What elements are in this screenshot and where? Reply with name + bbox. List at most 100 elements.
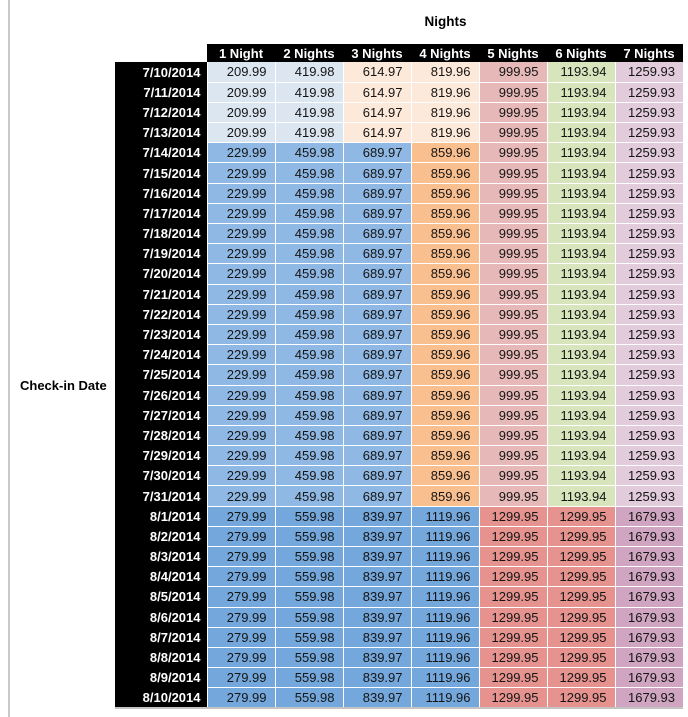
price-cell: 209.99 bbox=[206, 101, 275, 123]
price-cell: 559.98 bbox=[274, 525, 343, 547]
row-header-date: 7/10/2014 bbox=[115, 62, 207, 83]
price-cell: 1259.93 bbox=[614, 243, 683, 264]
price-cell: 614.97 bbox=[342, 101, 411, 123]
price-cell: 1299.95 bbox=[478, 525, 547, 547]
price-cell: 229.99 bbox=[206, 263, 275, 285]
row-header-date: 8/1/2014 bbox=[115, 506, 207, 527]
price-cell: 1193.94 bbox=[546, 81, 615, 103]
price-cell: 229.99 bbox=[206, 243, 275, 264]
row-header-date: 8/4/2014 bbox=[115, 566, 207, 587]
row-header-date: 8/5/2014 bbox=[115, 586, 207, 608]
price-cell: 614.97 bbox=[342, 122, 411, 143]
price-cell: 229.99 bbox=[206, 323, 275, 345]
table-row: 7/20/2014 229.99 459.98 689.97 859.96 999.95 1… bbox=[115, 263, 683, 285]
table-row: 7/12/2014 209.99 419.98 614.97 819.96 999.95 1… bbox=[115, 101, 683, 123]
row-header-date: 7/27/2014 bbox=[115, 405, 207, 426]
price-cell: 689.97 bbox=[342, 364, 411, 385]
table-row: 7/17/2014 229.99 459.98 689.97 859.96 999.95 1… bbox=[115, 202, 683, 224]
table-row: 8/5/2014 279.99 559.98 839.97 1119.96 1299.95… bbox=[115, 586, 683, 608]
price-cell: 559.98 bbox=[274, 566, 343, 587]
price-cell: 1259.93 bbox=[614, 263, 683, 285]
table-row: 7/15/2014 229.99 459.98 689.97 859.96 999.95 1… bbox=[115, 162, 683, 184]
table-row: 7/19/2014 229.99 459.98 689.97 859.96 999.95 1… bbox=[115, 243, 683, 264]
price-cell: 459.98 bbox=[274, 384, 343, 406]
row-header-date: 7/12/2014 bbox=[115, 102, 207, 123]
table-row: 8/3/2014 279.99 559.98 839.97 1119.96 1299.95… bbox=[115, 545, 683, 567]
price-cell: 1299.95 bbox=[478, 586, 547, 608]
price-cell: 689.97 bbox=[342, 202, 411, 224]
price-cell: 689.97 bbox=[342, 222, 411, 244]
price-cell: 459.98 bbox=[274, 283, 343, 305]
price-cell: 1119.96 bbox=[410, 505, 479, 527]
price-cell: 999.95 bbox=[478, 364, 547, 385]
row-header-date: 7/29/2014 bbox=[115, 445, 207, 466]
price-cell: 279.99 bbox=[206, 566, 275, 587]
price-cell: 1299.95 bbox=[546, 687, 615, 708]
table-row: 7/16/2014 229.99 459.98 689.97 859.96 999.95 1… bbox=[115, 182, 683, 204]
price-cell: 819.96 bbox=[410, 62, 479, 83]
price-cell: 1259.93 bbox=[614, 283, 683, 305]
price-cell: 839.97 bbox=[342, 505, 411, 527]
column-header: 5 Nights bbox=[479, 44, 547, 62]
price-cell: 859.96 bbox=[410, 485, 479, 507]
price-cell: 1259.93 bbox=[614, 303, 683, 325]
table-row: 7/23/2014 229.99 459.98 689.97 859.96 999.95 1… bbox=[115, 323, 683, 345]
price-cell: 229.99 bbox=[206, 162, 275, 184]
price-cell: 999.95 bbox=[478, 424, 547, 446]
price-cell: 614.97 bbox=[342, 62, 411, 83]
price-cell: 1259.93 bbox=[614, 81, 683, 103]
price-cell: 999.95 bbox=[478, 62, 547, 83]
price-cell: 1259.93 bbox=[614, 142, 683, 163]
price-cell: 229.99 bbox=[206, 445, 275, 466]
table-row: 8/7/2014 279.99 559.98 839.97 1119.96 1299.95… bbox=[115, 626, 683, 648]
price-cell: 1679.93 bbox=[614, 646, 683, 668]
table-row: 8/1/2014 279.99 559.98 839.97 1119.96 1299.95… bbox=[115, 505, 683, 527]
price-cell: 999.95 bbox=[478, 344, 547, 365]
table-row: 7/26/2014 229.99 459.98 689.97 859.96 999.95 1… bbox=[115, 384, 683, 406]
price-cell: 999.95 bbox=[478, 445, 547, 466]
row-header-date: 8/2/2014 bbox=[115, 526, 207, 547]
price-cell: 229.99 bbox=[206, 142, 275, 163]
price-cell: 1193.94 bbox=[546, 243, 615, 264]
table-row: 8/4/2014 279.99 559.98 839.97 1119.96 1299.95… bbox=[115, 566, 683, 587]
price-cell: 459.98 bbox=[274, 364, 343, 385]
table-row: 7/28/2014 229.99 459.98 689.97 859.96 999.95 1… bbox=[115, 424, 683, 446]
price-cell: 1259.93 bbox=[614, 162, 683, 184]
price-cell: 559.98 bbox=[274, 667, 343, 688]
price-cell: 819.96 bbox=[410, 122, 479, 143]
price-cell: 419.98 bbox=[274, 81, 343, 103]
price-cell: 999.95 bbox=[478, 404, 547, 426]
price-cell: 279.99 bbox=[206, 646, 275, 668]
table-row: 7/11/2014 209.99 419.98 614.97 819.96 999.95 1… bbox=[115, 81, 683, 103]
price-cell: 1679.93 bbox=[614, 545, 683, 567]
price-cell: 459.98 bbox=[274, 142, 343, 163]
price-cell: 1259.93 bbox=[614, 364, 683, 385]
price-cell: 559.98 bbox=[274, 505, 343, 527]
column-header: 7 Nights bbox=[615, 44, 683, 62]
price-cell: 839.97 bbox=[342, 545, 411, 567]
price-cell: 999.95 bbox=[478, 263, 547, 285]
price-cell: 279.99 bbox=[206, 626, 275, 648]
price-cell: 689.97 bbox=[342, 485, 411, 507]
row-header-date: 7/31/2014 bbox=[115, 485, 207, 507]
price-cell: 1299.95 bbox=[546, 606, 615, 628]
row-header-date: 7/25/2014 bbox=[115, 364, 207, 385]
column-header-row: 1 Night 2 Nights 3 Nights 4 Nights 5 Nights 6… bbox=[115, 44, 683, 62]
row-header-date: 8/10/2014 bbox=[115, 687, 207, 708]
price-cell: 1259.93 bbox=[614, 404, 683, 426]
table-row: 7/14/2014 229.99 459.98 689.97 859.96 999.95 1… bbox=[115, 142, 683, 163]
price-cell: 1259.93 bbox=[614, 222, 683, 244]
row-header-date: 8/8/2014 bbox=[115, 647, 207, 668]
row-header-date: 7/17/2014 bbox=[115, 203, 207, 224]
price-cell: 1193.94 bbox=[546, 62, 615, 83]
price-cell: 459.98 bbox=[274, 182, 343, 204]
row-header-date: 7/23/2014 bbox=[115, 324, 207, 345]
price-cell: 689.97 bbox=[342, 465, 411, 486]
price-cell: 1259.93 bbox=[614, 62, 683, 83]
price-cell: 1193.94 bbox=[546, 485, 615, 507]
row-header-date: 7/11/2014 bbox=[115, 82, 207, 103]
price-cell: 839.97 bbox=[342, 687, 411, 708]
price-cell: 419.98 bbox=[274, 122, 343, 143]
price-cell: 1193.94 bbox=[546, 182, 615, 204]
price-cell: 1679.93 bbox=[614, 606, 683, 628]
